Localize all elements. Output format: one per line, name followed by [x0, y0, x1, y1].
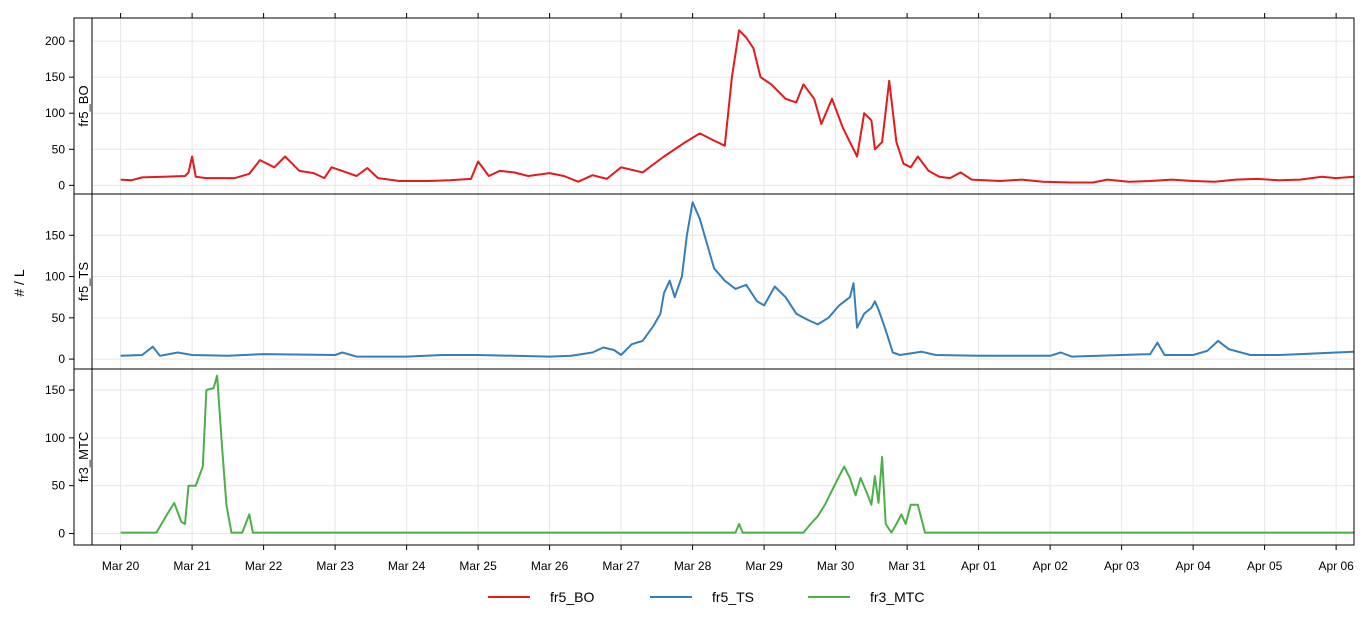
grid-layer	[92, 18, 1354, 545]
legend-label-fr3_MTC: fr3_MTC	[870, 589, 924, 605]
x-tick-label: Apr 01	[961, 559, 997, 573]
y-tick-label: 150	[45, 383, 65, 397]
x-tick-label: Mar 29	[745, 559, 783, 573]
frame-layer	[73, 17, 1355, 546]
y-tick-label: 100	[45, 270, 65, 284]
strip-label: fr5_TS	[76, 262, 91, 301]
x-tick-label: Mar 25	[459, 559, 497, 573]
y-tick-label: 150	[45, 70, 65, 84]
strip-label: fr3_MTC	[76, 432, 91, 483]
y-axis-label: # / L	[11, 269, 27, 296]
legend: fr5_BO fr5_TS fr3_MTC	[488, 589, 924, 605]
y-tick-label: 0	[58, 178, 65, 192]
y-tick-label: 0	[58, 352, 65, 366]
y-tick-label: 150	[45, 228, 65, 242]
y-tick-label: 50	[52, 142, 66, 156]
y-tick-label: 100	[45, 106, 65, 120]
y-tick-label: 100	[45, 431, 65, 445]
series-layer	[120, 29, 1355, 534]
plot-frame	[73, 17, 1355, 546]
y-tick-label: 50	[52, 311, 66, 325]
x-tick-label: Apr 04	[1175, 559, 1211, 573]
x-tick-label: Mar 23	[316, 559, 354, 573]
legend-label-fr5_BO: fr5_BO	[550, 589, 594, 605]
x-tick-label: Mar 20	[102, 559, 140, 573]
y-tick-label: 50	[52, 479, 66, 493]
x-tick-label: Apr 03	[1104, 559, 1140, 573]
series-line-fr3_MTC	[120, 374, 1354, 534]
tick-layer: 0 50 100 150 200 0 50 100 150 0 50 100 150 Mar 20 Mar …	[45, 13, 1354, 573]
x-tick-label: Mar 26	[531, 559, 569, 573]
x-tick-label: Mar 22	[245, 559, 283, 573]
x-tick-label: Mar 21	[173, 559, 211, 573]
series-line-fr5_TS	[120, 201, 1355, 358]
x-tick-label: Mar 30	[817, 559, 855, 573]
x-tick-label: Apr 05	[1247, 559, 1283, 573]
strip-label: fr5_BO	[76, 85, 91, 126]
x-tick-label: Mar 24	[388, 559, 426, 573]
series-line-fr5_BO	[120, 29, 1355, 184]
x-tick-label: Mar 27	[602, 559, 640, 573]
legend-label-fr5_TS: fr5_TS	[712, 589, 754, 605]
x-tick-label: Apr 06	[1318, 559, 1354, 573]
x-tick-label: Mar 31	[888, 559, 926, 573]
strip-layer: fr5_BO fr5_TS fr3_MTC	[76, 85, 91, 482]
y-tick-label: 0	[58, 527, 65, 541]
x-tick-label: Mar 28	[674, 559, 712, 573]
y-tick-label: 200	[45, 34, 65, 48]
x-tick-label: Apr 02	[1032, 559, 1068, 573]
